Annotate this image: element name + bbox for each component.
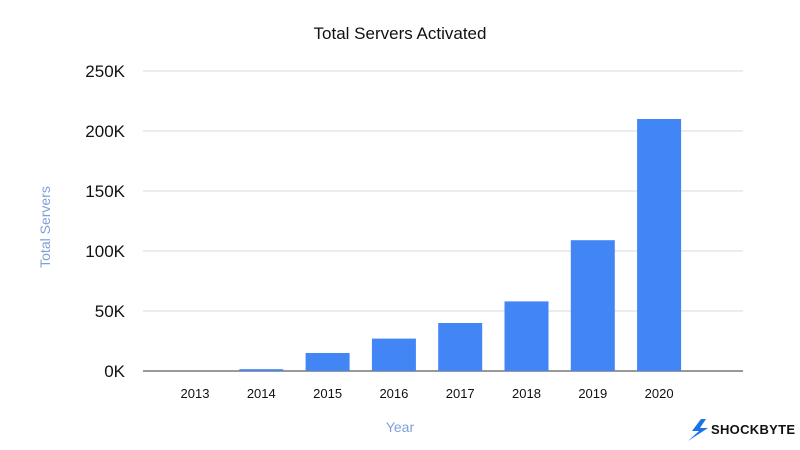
bar-2015: [305, 353, 350, 371]
x-axis-label: Year: [386, 419, 415, 435]
bar-2017: [438, 323, 483, 371]
y-tick-label: 100K: [85, 242, 125, 261]
x-tick-label: 2015: [313, 386, 342, 401]
bar-2019: [570, 240, 615, 371]
bar-2014: [239, 369, 284, 371]
bar-2018: [504, 301, 549, 371]
chart-title: Total Servers Activated: [314, 24, 487, 43]
brand-logo: SHOCKBYTE: [688, 419, 795, 441]
brand-name: SHOCKBYTE: [711, 422, 795, 437]
y-axis-label: Total Servers: [37, 186, 53, 268]
x-tick-label: 2014: [247, 386, 276, 401]
x-tick-label: 2016: [379, 386, 408, 401]
bars: [239, 119, 682, 371]
bar-2020: [637, 119, 682, 371]
bar-2016: [371, 338, 416, 371]
y-tick-label: 50K: [95, 302, 126, 321]
x-tick-label: 2019: [578, 386, 607, 401]
x-tick-label: 2018: [512, 386, 541, 401]
y-tick-label: 0K: [104, 362, 125, 381]
x-axis-ticks: 2013 2014 2015 2016 2017 2018 2019 2020: [181, 386, 674, 401]
x-tick-label: 2020: [645, 386, 674, 401]
y-tick-label: 200K: [85, 122, 125, 141]
lightning-bolt-icon: [688, 419, 708, 441]
y-axis-ticks: 0K 50K 100K 150K 200K 250K: [85, 62, 125, 381]
x-tick-label: 2017: [446, 386, 475, 401]
y-tick-label: 250K: [85, 62, 125, 81]
x-tick-label: 2013: [181, 386, 210, 401]
y-tick-label: 150K: [85, 182, 125, 201]
